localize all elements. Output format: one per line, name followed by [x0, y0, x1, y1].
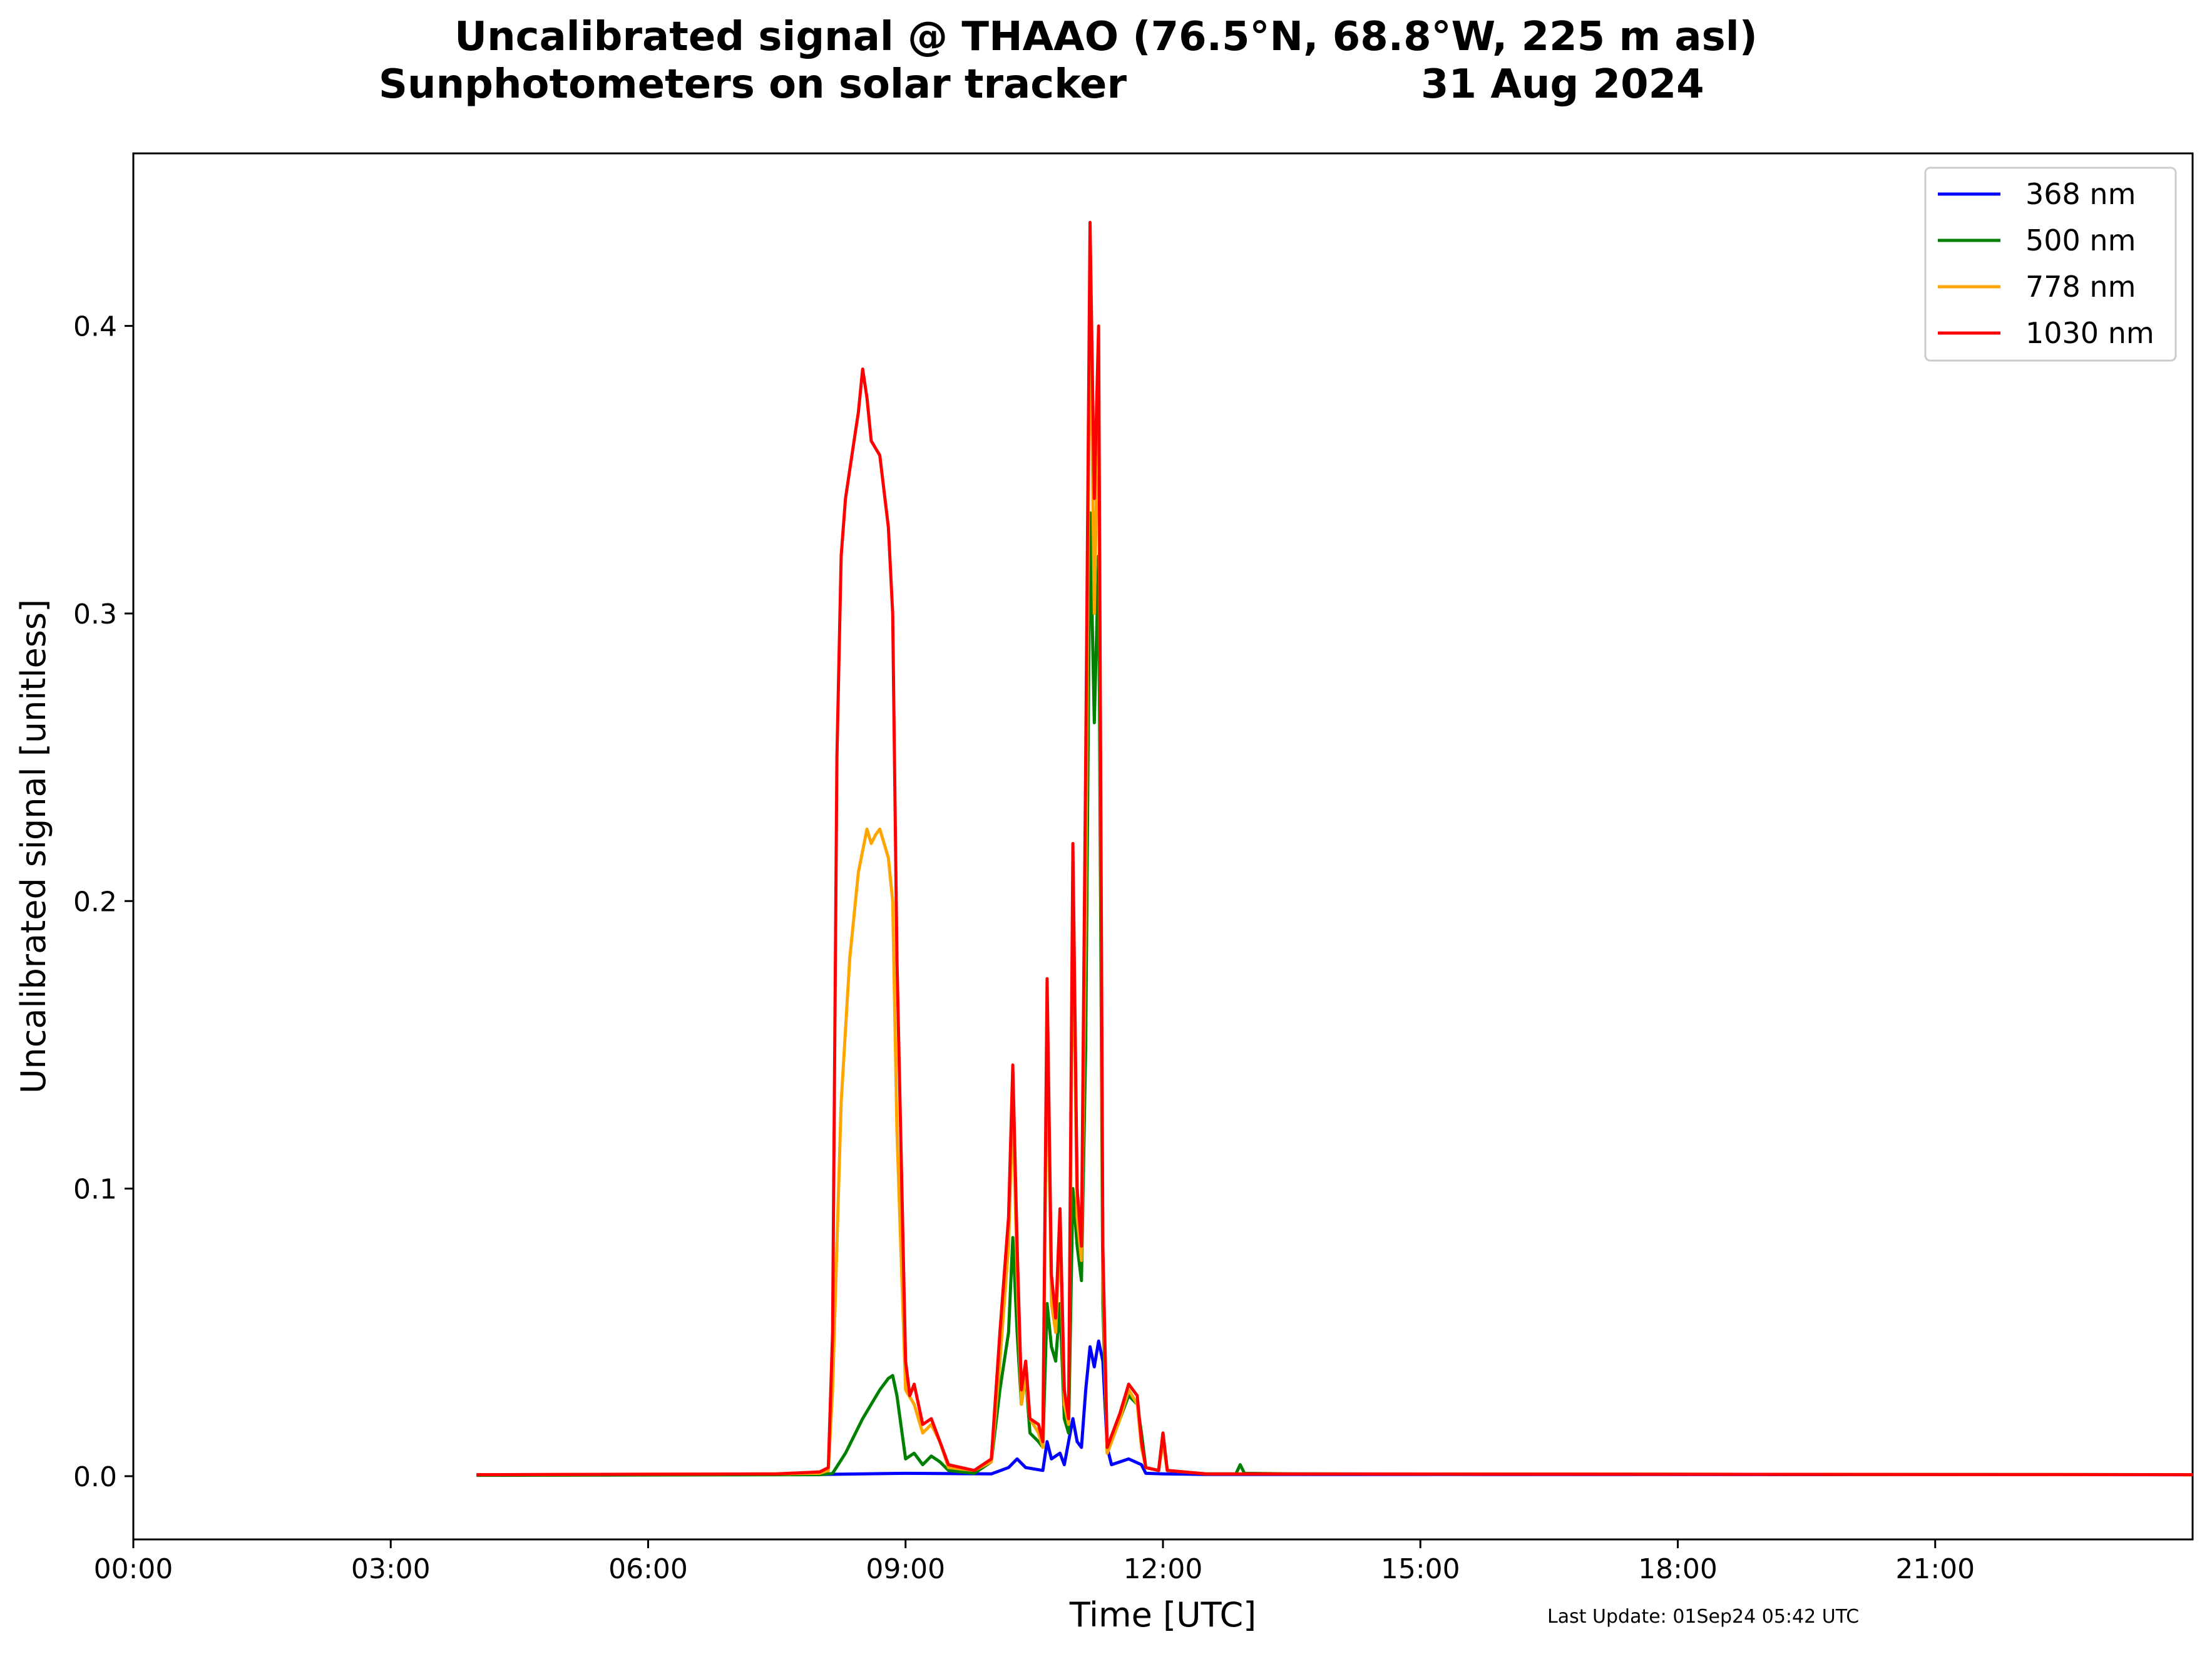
legend-label: 778 nm	[2025, 270, 2136, 304]
x-axis-ticks: 00:00 03:00 06:00 09:00 12:00 15:00 18:00 21:00	[94, 1539, 1975, 1585]
series-line-778-nm	[476, 267, 2193, 1477]
x-tick-label: 12:00	[1124, 1553, 1203, 1585]
chart-title-line2-right: 31 Aug 2024	[1421, 61, 1704, 108]
y-tick-label: 0.3	[73, 598, 117, 630]
y-tick-label: 0.2	[73, 886, 117, 918]
chart-title-line2-left: Sunphotometers on solar tracker	[379, 61, 1127, 108]
x-tick-label: 09:00	[866, 1553, 945, 1585]
y-axis-ticks: 0.0 0.1 0.2 0.3 0.4	[73, 311, 133, 1493]
series-layer	[476, 220, 2193, 1477]
last-update-note: Last Update: 01Sep24 05:42 UTC	[1547, 1606, 1859, 1628]
legend-label: 368 nm	[2025, 177, 2136, 211]
x-tick-label: 03:00	[351, 1553, 431, 1585]
x-tick-label: 18:00	[1638, 1553, 1718, 1585]
legend-box	[1924, 167, 2177, 362]
legend-label: 500 nm	[2025, 223, 2136, 257]
series-line-368-nm	[476, 1339, 2193, 1477]
series-line-1030-nm	[476, 220, 2193, 1477]
x-tick-label: 00:00	[94, 1553, 173, 1585]
legend-label: 1030 nm	[2025, 316, 2154, 350]
x-axis-label: Time [UTC]	[1069, 1595, 1257, 1635]
x-tick-label: 06:00	[608, 1553, 688, 1585]
y-tick-label: 0.0	[73, 1461, 117, 1493]
y-axis-label: Uncalibrated signal [unitless]	[14, 599, 53, 1094]
y-tick-label: 0.4	[73, 311, 117, 343]
x-tick-label: 21:00	[1895, 1553, 1975, 1585]
chart-title-line1: Uncalibrated signal @ THAAO (76.5°N, 68.…	[454, 14, 1758, 60]
legend: 368 nm 500 nm 778 nm 1030 nm	[1924, 167, 2177, 362]
x-tick-label: 15:00	[1381, 1553, 1460, 1585]
y-tick-label: 0.1	[73, 1174, 117, 1206]
